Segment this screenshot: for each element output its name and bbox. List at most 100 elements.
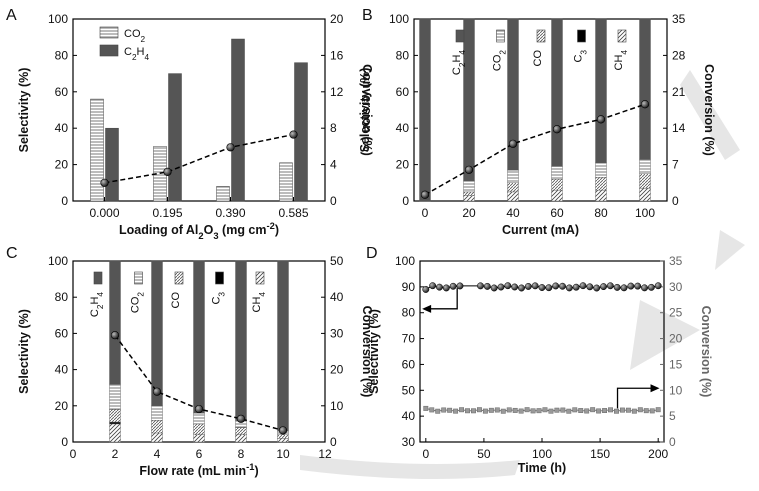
d-conversion-point xyxy=(614,408,619,414)
b-ytick-label: 0 xyxy=(402,194,409,208)
c-ytick-label: 20 xyxy=(55,399,69,413)
c-bar-c2h4 xyxy=(277,260,289,432)
b-legend-swatch-co2 xyxy=(496,29,505,43)
d-selectivity-point xyxy=(552,282,560,290)
c-y2tick-label: 10 xyxy=(330,399,344,413)
c-ylabel: Selectivity (%) xyxy=(17,309,31,394)
watermark-shape xyxy=(715,230,745,270)
watermark xyxy=(300,70,745,479)
c-bar-co xyxy=(193,423,205,435)
d-selectivity-point xyxy=(586,283,594,291)
c-y2tick-label: 50 xyxy=(330,254,344,268)
d-selectivity-point xyxy=(606,282,614,290)
d-conversion-point xyxy=(584,408,590,414)
b-bar-co xyxy=(639,173,651,189)
b-y2tick-label: 0 xyxy=(672,194,679,208)
b-bar-co2 xyxy=(639,158,651,174)
d-conversion-point xyxy=(471,408,476,414)
c-legend-label-c3: C3 xyxy=(211,292,227,305)
panel-label-a: A xyxy=(6,7,17,24)
c-ytick-label: 40 xyxy=(55,363,69,377)
a-bar-co2 xyxy=(90,98,104,202)
d-conversion-point xyxy=(530,408,536,414)
d-selectivity-point xyxy=(456,282,464,290)
d-selectivity-point xyxy=(429,282,437,290)
b-ytick-label: 20 xyxy=(396,158,410,172)
c-xtick-label: 4 xyxy=(154,447,161,461)
watermark-shape xyxy=(680,70,740,160)
b-xtick-label: 40 xyxy=(506,206,520,220)
c-legend-swatch-ch4 xyxy=(255,271,265,285)
c-conversion-point xyxy=(278,426,288,435)
d-selectivity-point xyxy=(641,284,648,292)
b-bar-co2 xyxy=(595,162,607,178)
d-selectivity-point xyxy=(449,282,457,290)
a-ytick-label: 60 xyxy=(55,85,69,99)
b-legend-label-ch4: CH4 xyxy=(613,50,629,71)
d-selectivity-point xyxy=(572,283,580,291)
d-arrow-right-head xyxy=(650,384,660,393)
c-legend-label-co2: CO2 xyxy=(130,292,146,314)
d-ytick-label: 70 xyxy=(402,332,416,346)
d-ytick-label: 60 xyxy=(402,357,416,371)
d-selectivity-point xyxy=(538,284,546,291)
d-selectivity-point xyxy=(559,282,566,290)
c-legend-swatch-c3 xyxy=(215,271,224,285)
c-bar-c3 xyxy=(109,421,121,425)
b-bar-ch4 xyxy=(507,191,519,202)
b-bar-ch4 xyxy=(551,189,563,202)
c-legend-swatch-co2 xyxy=(134,271,143,285)
d-conversion-point xyxy=(500,408,506,414)
a-ylabel: Selectivity (%) xyxy=(17,68,31,153)
b-ytick-label: 100 xyxy=(389,12,409,26)
b-bar-c2h4 xyxy=(639,18,651,160)
c-bar-co xyxy=(277,434,289,439)
c-ytick-label: 60 xyxy=(55,326,69,340)
c-y2tick-label: 30 xyxy=(330,326,344,340)
panel-label-b: B xyxy=(362,7,373,24)
a-bar-c2h4 xyxy=(231,38,245,202)
a-conversion-point xyxy=(226,143,235,152)
a-ytick-label: 0 xyxy=(61,194,68,208)
d-conversion-point xyxy=(447,407,453,413)
d-selectivity-point xyxy=(477,282,484,290)
c-xtick-label: 2 xyxy=(112,447,119,461)
b-bar-co2 xyxy=(507,169,519,183)
panel-d-chart: 30 40 50 60 70 80 90 100 0 5 10 15 20 25 30 35 Time (h) S… xyxy=(367,254,713,475)
c-bar-ch4 xyxy=(109,423,121,443)
a-conversion-line xyxy=(104,133,294,184)
d-selectivity-point xyxy=(654,282,662,290)
d-selectivity-point xyxy=(647,283,655,291)
c-bar-co xyxy=(235,427,247,435)
b-ytick-label: 60 xyxy=(396,85,410,99)
panel-b-chart: 0 20 40 60 80 100 0 7 14 21 28 35 Current (mA) Select… xyxy=(358,12,716,237)
d-selectivity-point xyxy=(531,282,539,290)
c-bar-ch4 xyxy=(151,432,163,443)
d-selectivity-point xyxy=(620,284,628,292)
c-conversion-point xyxy=(194,404,204,414)
b-legend-label-c2h4: C2H4 xyxy=(451,50,467,76)
d-y2tick-label: 5 xyxy=(669,409,676,423)
d-ytick-label: 30 xyxy=(402,435,416,449)
d-conversion-point xyxy=(429,407,435,413)
d-conversion-point xyxy=(554,407,560,413)
a-y2label: Conversion (%) xyxy=(360,64,374,156)
c-bar-c2h4 xyxy=(235,260,247,421)
d-selectivity-point xyxy=(518,284,525,292)
a-ytick-label: 20 xyxy=(55,158,69,172)
c-y2tick-label: 0 xyxy=(330,435,337,449)
c-xtick-label: 6 xyxy=(196,447,203,461)
d-conversion-point xyxy=(572,407,578,413)
a-y2tick-label: 0 xyxy=(330,194,337,208)
d-y2tick-label: 25 xyxy=(669,306,683,320)
d-conversion-point xyxy=(548,408,554,414)
b-bar-c2h4 xyxy=(463,18,475,182)
d-conversion-point xyxy=(619,407,625,413)
c-bar-co xyxy=(151,420,163,434)
d-selectivity-point xyxy=(579,282,587,290)
a-y2tick-label: 16 xyxy=(330,48,344,62)
b-bar-co xyxy=(463,191,475,196)
c-bar-co2 xyxy=(151,405,163,421)
d-conversion-point xyxy=(655,407,661,413)
a-legend-label-co2: CO2 xyxy=(124,28,146,44)
